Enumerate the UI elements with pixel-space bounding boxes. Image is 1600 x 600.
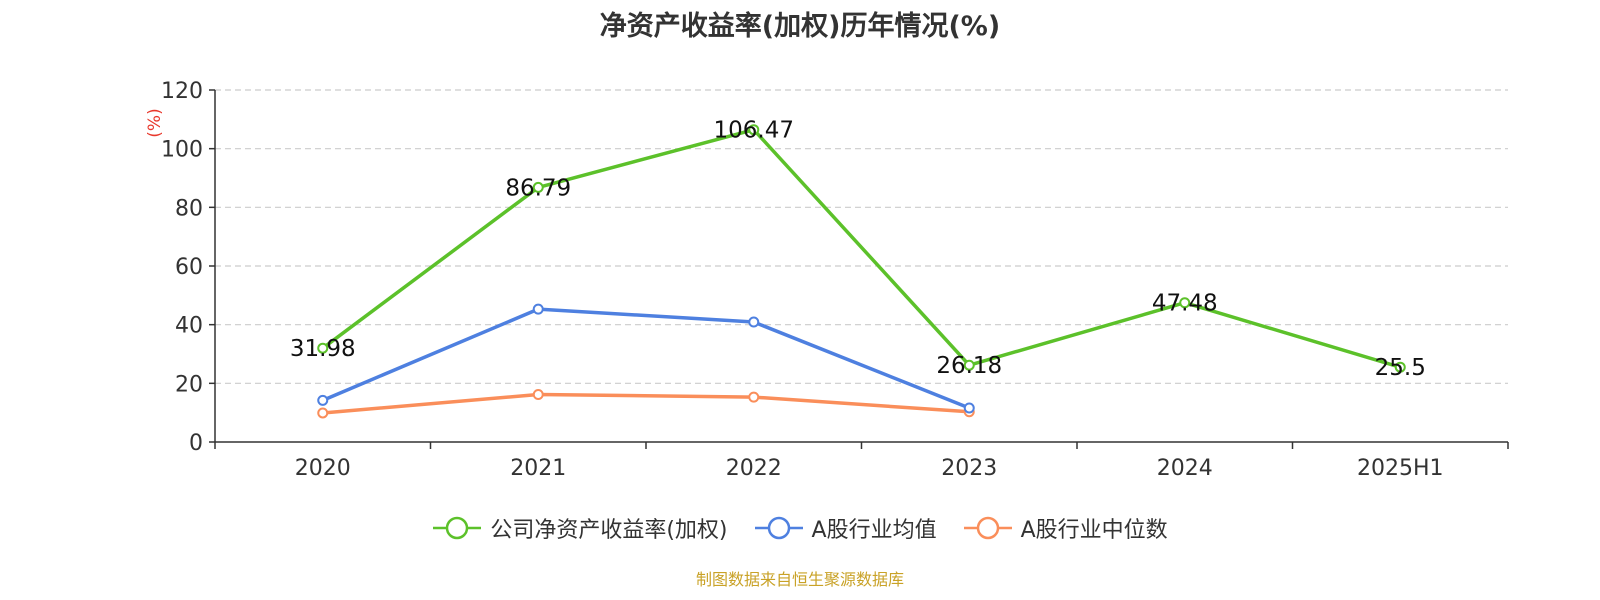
x-tick-label: 2022 [726,456,782,481]
data-point [532,181,544,193]
data-label: 31.98 [290,336,356,362]
series-line [321,127,1401,369]
source-note: 制图数据来自恒生聚源数据库 [695,570,904,589]
y-tick-label: 20 [175,372,203,397]
data-point [532,388,544,400]
legend-item[interactable]: A股行业均值 [754,512,937,544]
data-label: 25.5 [1375,355,1426,381]
data-point [317,342,329,354]
axes: 0 20 40 60 80 100 120 (%) 2020 2021 2022 2023 2024 20… [145,79,1509,481]
data-labels: 31.98 86.79 106.47 26.18 47.48 25.5 [290,118,1426,382]
data-label: 86.79 [505,175,571,201]
data-label: 47.48 [1152,291,1218,317]
data-point [963,359,975,371]
chart-title: 净资产收益率(加权)历年情况(%) [599,11,1001,42]
data-point [748,124,760,136]
data-point [532,303,544,315]
legend-label: A股行业均值 [811,518,937,543]
data-point [748,316,760,328]
data-point [1394,361,1406,373]
series-lines [317,124,1406,419]
legend-item[interactable]: 公司净资产收益率(加权) [432,512,728,544]
x-tick-label: 2024 [1157,456,1213,481]
gridlines [215,89,1508,384]
series-line [322,307,970,410]
legend-line-marker-icon [433,516,482,540]
y-axis-unit-label: (%) [145,108,165,137]
data-label: 106.47 [714,118,794,144]
data-point [317,407,329,419]
legend-label: 公司净资产收益率(加权) [490,518,728,543]
data-point [963,402,975,414]
x-tick-label: 2021 [510,456,566,481]
legend: 公司净资产收益率(加权) A股行业均值 A股行业中位数 [0,512,1600,544]
y-tick-label: 100 [161,138,203,163]
data-point [1179,297,1191,309]
y-tick-label: 120 [161,79,203,104]
y-tick-label: 0 [189,431,203,456]
y-tick-label: 40 [175,314,203,339]
data-point [748,391,760,403]
y-tick-label: 80 [175,196,203,221]
legend-item[interactable]: A股行业中位数 [963,512,1168,544]
legend-label: A股行业中位数 [1020,518,1168,543]
data-point [317,394,329,406]
x-tick-label: 2023 [941,456,997,481]
series-line [322,392,970,415]
x-tick-label: 2020 [295,456,351,481]
data-label: 26.18 [936,353,1002,379]
x-tick-label: 2025H1 [1357,456,1444,481]
legend-line-marker-icon [963,516,1012,540]
legend-line-marker-icon [754,516,803,540]
y-tick-label: 60 [175,255,203,280]
